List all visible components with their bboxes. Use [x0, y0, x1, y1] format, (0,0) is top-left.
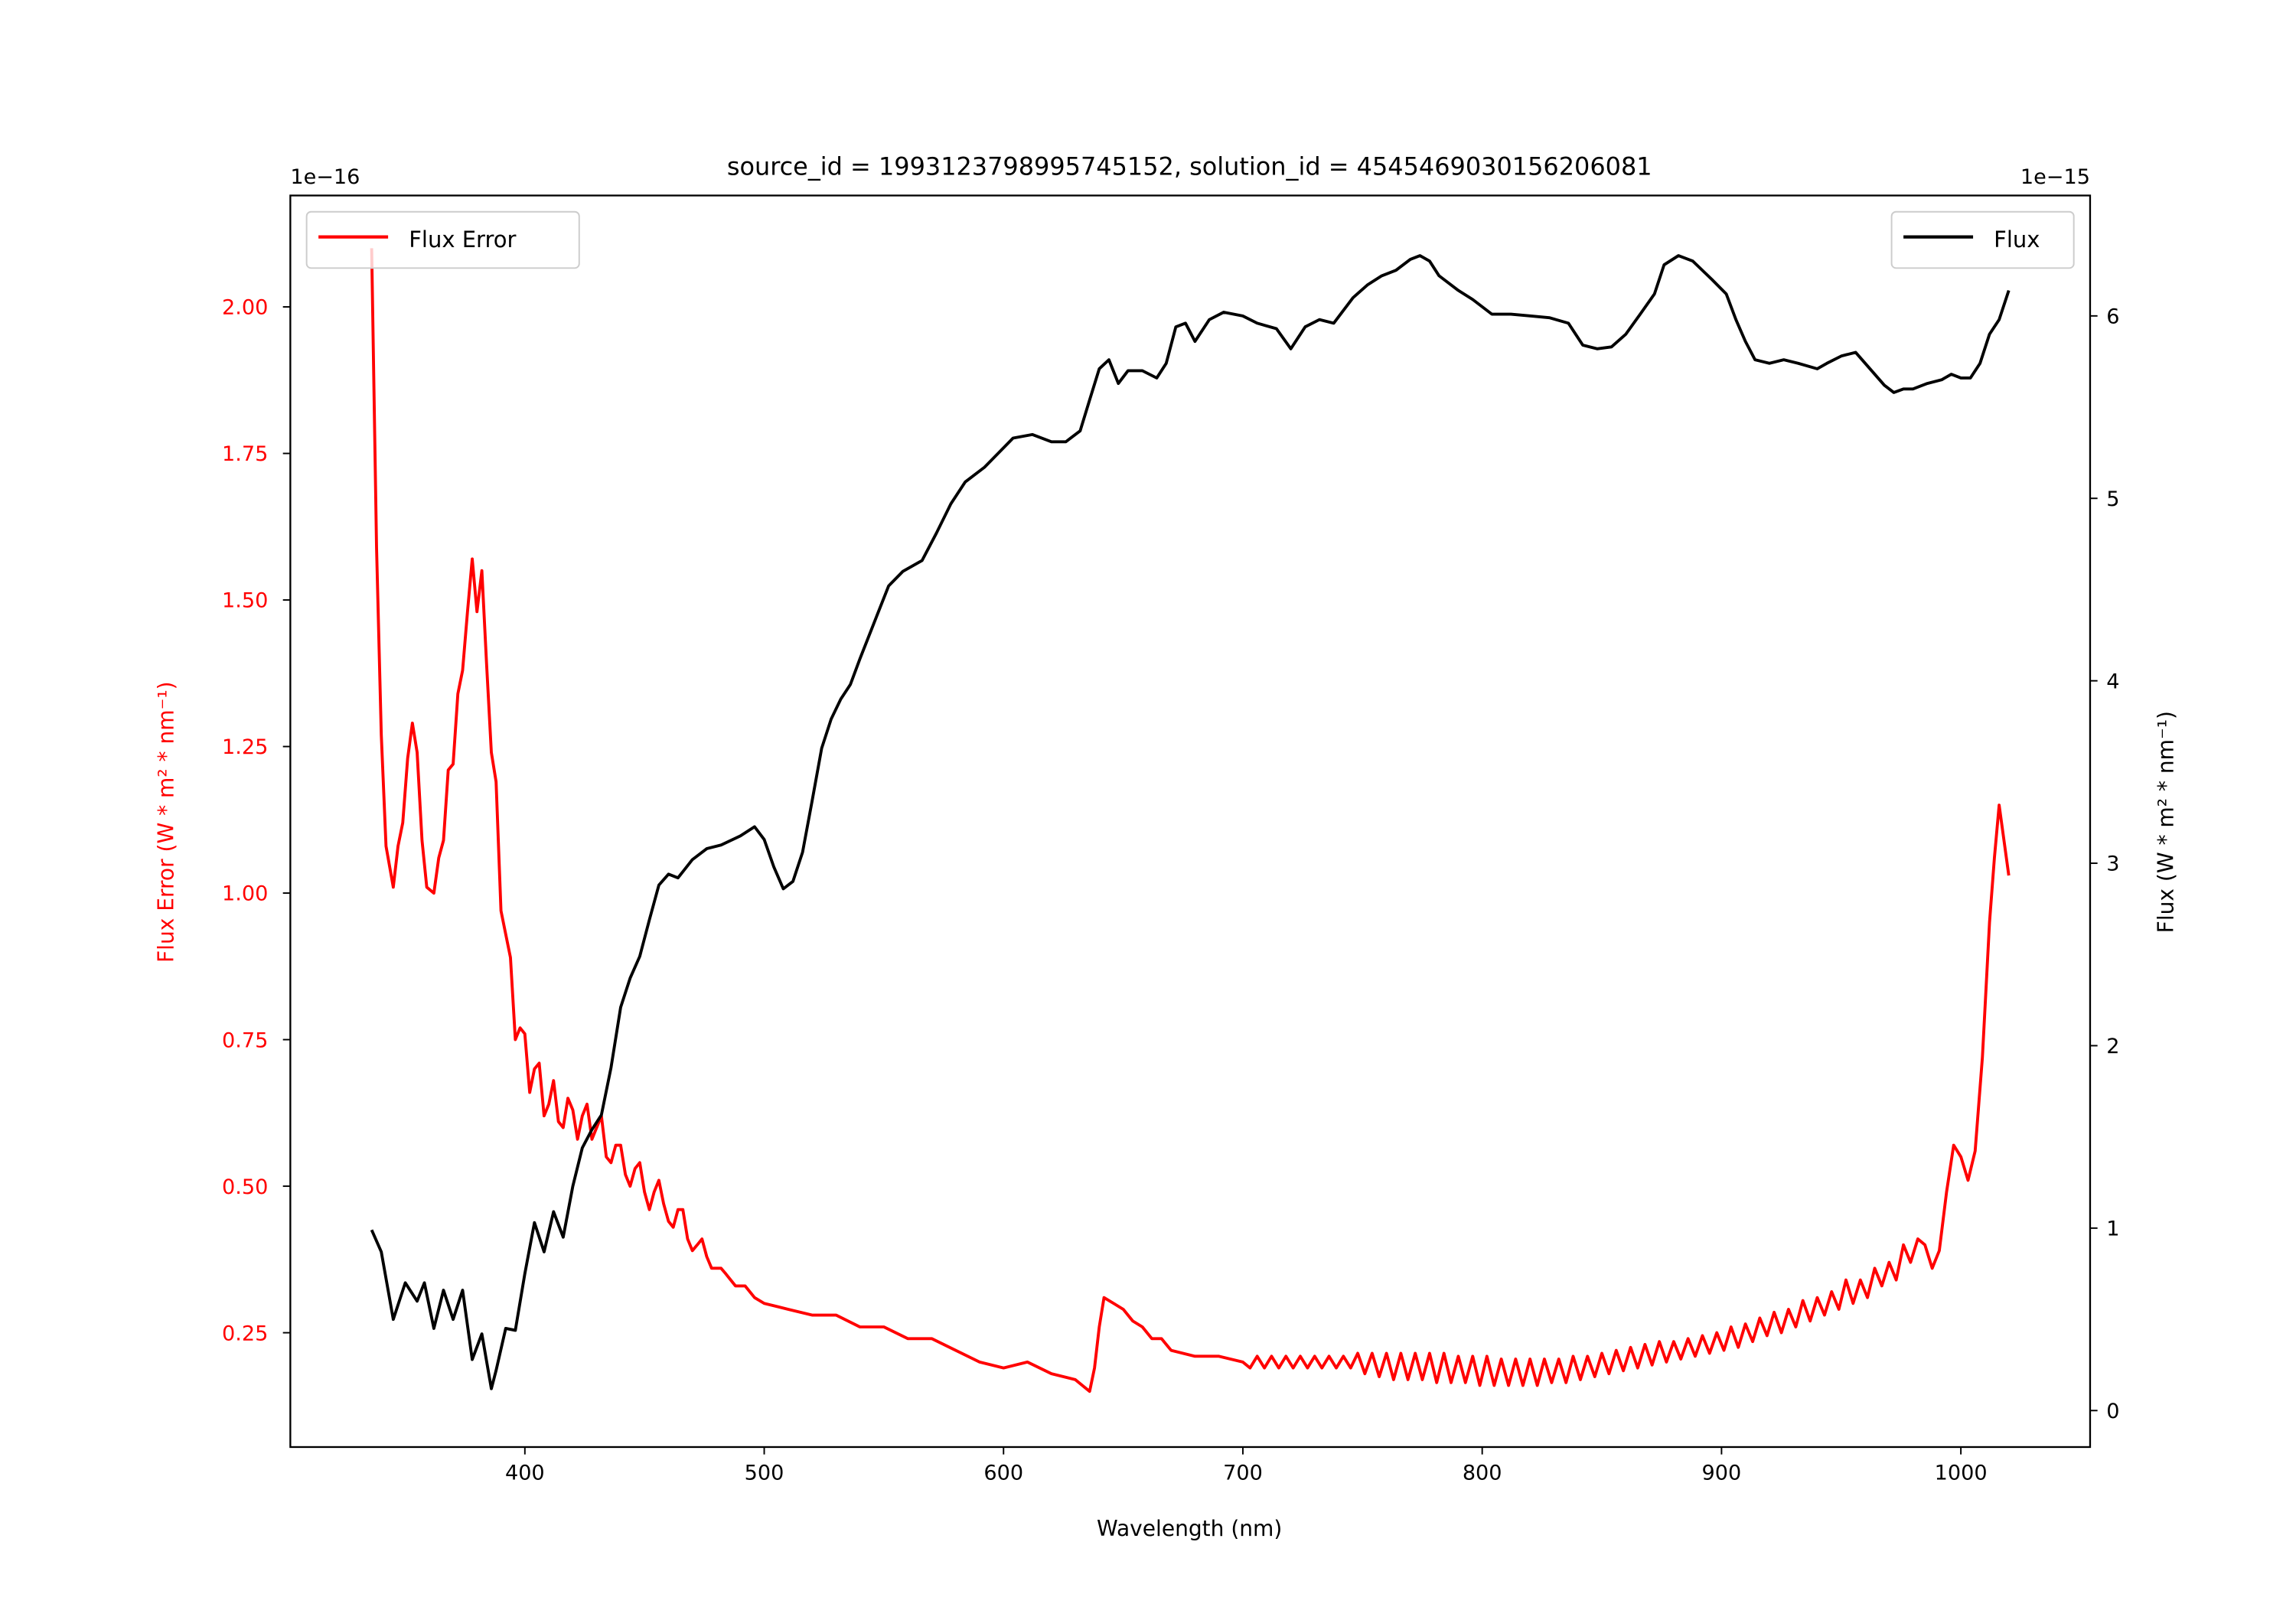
x-axis-label: Wavelength (nm) [1097, 1516, 1282, 1541]
y-right-tick-label: 6 [2106, 305, 2119, 329]
x-tick-label: 400 [505, 1462, 545, 1485]
y-right-tick-label: 5 [2106, 487, 2119, 511]
plot-frame [289, 194, 2092, 1449]
right-y-axis-label: Flux (W * m² * nm⁻¹) [2153, 711, 2178, 933]
chart-title: source_id = 1993123798995745152, solutio… [727, 152, 1652, 181]
legend-box [305, 210, 580, 269]
y-left-tick-label: 1.50 [222, 589, 268, 613]
y-left-tick-label: 0.25 [222, 1322, 268, 1345]
legend-box [1890, 210, 2075, 269]
series-line-flux [370, 254, 2011, 1390]
left-y-axis-label: Flux Error (W * m² * nm⁻¹) [153, 681, 178, 963]
legend-flux: Flux [1890, 210, 2075, 269]
y-right-tick-label: 2 [2106, 1035, 2119, 1058]
x-tick-label: 900 [1702, 1462, 1742, 1485]
y-right-tick-label: 0 [2106, 1400, 2119, 1423]
y-right-tick-label: 1 [2106, 1217, 2119, 1241]
y-left-tick-label: 1.75 [222, 442, 268, 466]
y-left-tick-label: 1.25 [222, 735, 268, 759]
y-right-tick-label: 4 [2106, 670, 2119, 693]
y-left-tick-label: 0.75 [222, 1028, 268, 1052]
y-left-tick-label: 1.00 [222, 882, 268, 906]
legend-label-flux-error: Flux Error [409, 227, 516, 253]
y-left-tick-label: 2.00 [222, 296, 268, 320]
left-axis-offset: 1e−16 [290, 165, 360, 189]
x-tick-label: 800 [1463, 1462, 1502, 1485]
legend-label-flux: Flux [1994, 227, 2040, 253]
x-tick-label: 500 [745, 1462, 784, 1485]
legend-flux-error: Flux Error [305, 210, 580, 269]
y-left-tick-label: 0.50 [222, 1175, 268, 1199]
right-axis-offset: 1e−15 [2020, 165, 2090, 189]
x-tick-label: 600 [983, 1462, 1023, 1485]
x-tick-label: 700 [1223, 1462, 1263, 1485]
x-tick-label: 1000 [1935, 1462, 1988, 1485]
y-right-tick-label: 3 [2106, 852, 2119, 876]
series-line-flux-error [370, 248, 2011, 1393]
